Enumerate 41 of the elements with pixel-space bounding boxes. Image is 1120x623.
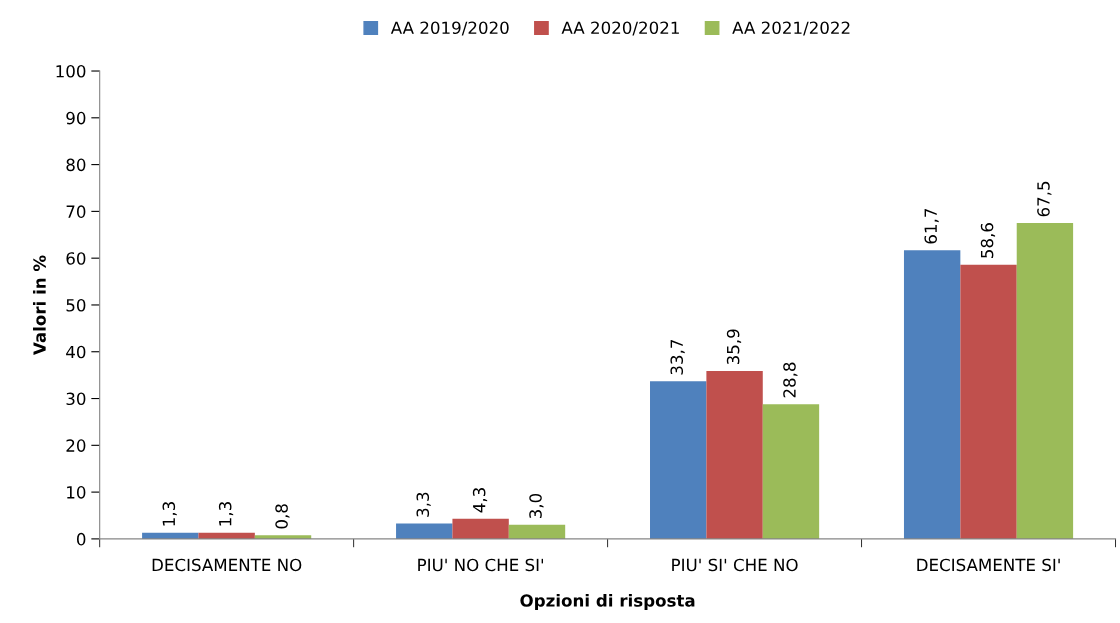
data-label: 35,9 [726,329,742,365]
data-label: 1,3 [162,502,177,526]
data-label: 0,8 [275,504,290,529]
y-tick-label: 60 [66,252,86,265]
y-tick-label: 40 [66,345,86,359]
y-tick-label: 50 [66,298,86,312]
data-label: 3,0 [529,493,544,519]
y-tick-label: 10 [67,486,86,499]
bar [508,524,566,539]
x-tick-label: DECISAMENTE NO [152,558,302,572]
legend-label: AA 2021/2022 [732,21,850,36]
y-tick-label: 80 [66,158,86,172]
bar [650,381,707,539]
x-axis-title: Opzioni di risposta [520,593,695,611]
y-tick-label: 100 [56,64,86,78]
data-label: 4,3 [472,488,488,513]
data-label: 1,3 [218,502,234,526]
y-tick-label: 30 [66,392,86,406]
y-tick-label: 20 [66,439,86,452]
data-label: 28,8 [783,362,798,398]
data-label: 33,7 [670,339,685,375]
y-tick-label: 90 [66,111,86,125]
bar [762,404,820,539]
data-label: 61,7 [924,208,939,244]
bar [903,250,961,539]
data-label: 58,6 [980,223,996,258]
data-label: 3,3 [416,492,431,517]
bar [396,523,453,539]
x-tick-label: PIU' NO CHE SI' [418,558,544,572]
legend-label: AA 2020/2021 [561,21,679,36]
bar [706,370,763,539]
y-tick-label: 0 [76,532,86,546]
y-tick-label: 70 [66,205,86,218]
x-tick-label: DECISAMENTE SI' [917,558,1060,572]
bar [1016,223,1074,539]
data-label: 67,5 [1037,181,1052,217]
legend-label: AA 2019/2020 [390,21,509,36]
x-tick-label: PIU' SI' CHE NO [672,558,798,572]
y-axis-title: Valori in % [32,255,46,355]
bar [960,264,1017,539]
bar [452,518,509,539]
